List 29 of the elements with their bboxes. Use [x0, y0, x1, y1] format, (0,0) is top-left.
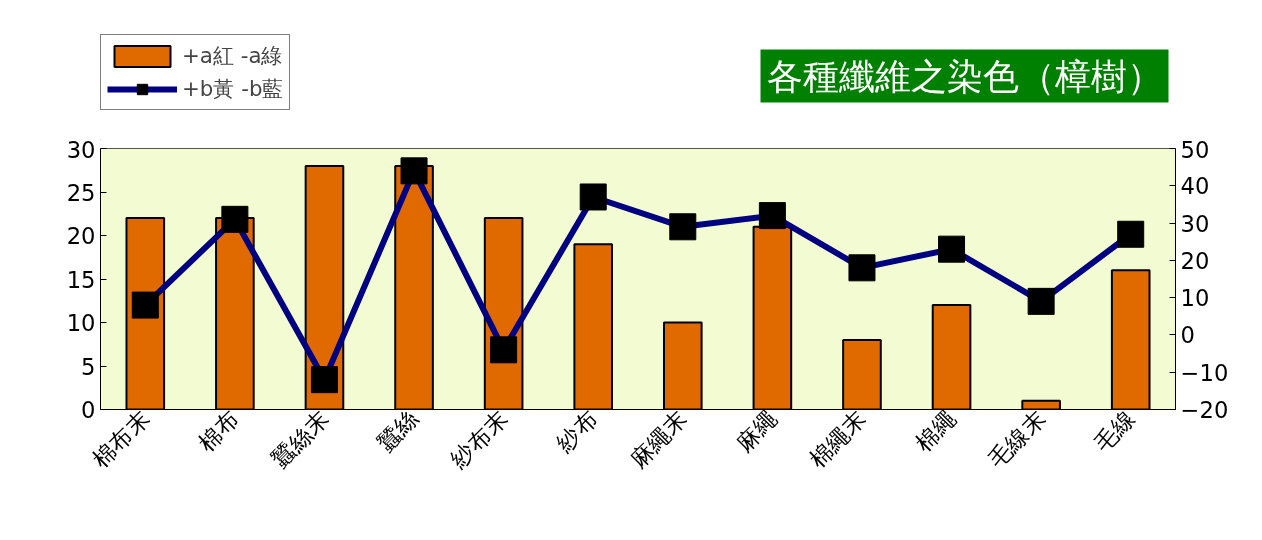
x-tick-label: 棉繩 [909, 405, 961, 457]
chart-title: 各種纖維之染色（樟樹） [766, 55, 1163, 97]
legend-label: +b黃 -b藍 [182, 75, 284, 103]
x-tick-label: 棉布 [193, 405, 245, 457]
y2-tick-label: 10 [1180, 285, 1210, 312]
y-tick-label: 25 [66, 179, 96, 206]
x-tick-label: 麻繩末 [624, 405, 692, 473]
legend-label: +a紅 -a綠 [182, 42, 283, 70]
y-tick-label: 10 [66, 310, 96, 336]
x-tick-label: 毛線 [1088, 405, 1140, 457]
x-tick-label: 毛線末 [983, 405, 1051, 473]
y2-tick-label: 50 [1180, 136, 1210, 163]
y-tick-label: 0 [81, 397, 96, 423]
x-tick-label: 紗布末 [445, 405, 513, 473]
y-tick-label: 15 [66, 266, 96, 293]
y-tick-label: 30 [66, 136, 96, 163]
x-tick-label: 棉繩末 [803, 405, 872, 473]
x-tick-label: 蠶絲 [372, 405, 424, 457]
y2-tick-label: −10 [1180, 359, 1229, 386]
x-tick-label: 紗布 [551, 405, 603, 457]
x-tick-label: 麻繩 [730, 405, 782, 457]
y2-tick-label: −20 [1180, 397, 1229, 423]
y-tick-label: 20 [66, 223, 96, 249]
y2-tick-label: 0 [1180, 322, 1195, 349]
y2-tick-label: 40 [1180, 173, 1210, 200]
y2-tick-label: 30 [1180, 210, 1210, 237]
x-tick-label: 蠶絲末 [266, 405, 334, 473]
y-tick-label: 5 [81, 353, 96, 380]
y2-tick-label: 20 [1180, 247, 1210, 274]
